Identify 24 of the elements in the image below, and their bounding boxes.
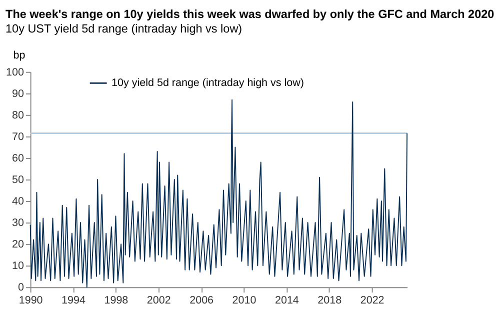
y-tick-label: 10: [12, 260, 24, 272]
x-tick-label: 1990: [18, 294, 43, 306]
y-tick-label: 0: [18, 282, 24, 294]
legend-label: 10y yield 5d range (intraday high vs low): [112, 77, 304, 90]
y-tick-label: 60: [12, 152, 24, 164]
y-tick-label: 30: [12, 216, 24, 229]
x-tick-label: 2010: [232, 294, 256, 306]
chart-subtitle: 10y UST yield 5d range (intraday high vs low): [6, 22, 242, 36]
y-tick-label: 70: [12, 130, 24, 143]
x-tick-label: 2006: [190, 294, 214, 306]
y-tick-label: 90: [12, 88, 24, 100]
x-tick-label: 2018: [318, 294, 342, 306]
x-tick-label: 1994: [62, 294, 86, 306]
x-tick-label: 2002: [146, 294, 171, 306]
x-tick-label: 2022: [360, 294, 384, 306]
x-tick-label: 1998: [104, 294, 128, 306]
y-tick-label: 80: [12, 109, 24, 122]
y-tick-label: 20: [12, 238, 24, 250]
chart-title: The week's range on 10y yields this week was dwarfed by only the GFC and March 2020: [6, 8, 495, 22]
x-tick-label: 2014: [274, 294, 299, 306]
y-tick-label: 100: [6, 66, 24, 78]
y-tick-label: 40: [12, 195, 24, 208]
y-tick-label: 50: [12, 174, 24, 186]
y-axis-title: bp: [13, 50, 26, 62]
